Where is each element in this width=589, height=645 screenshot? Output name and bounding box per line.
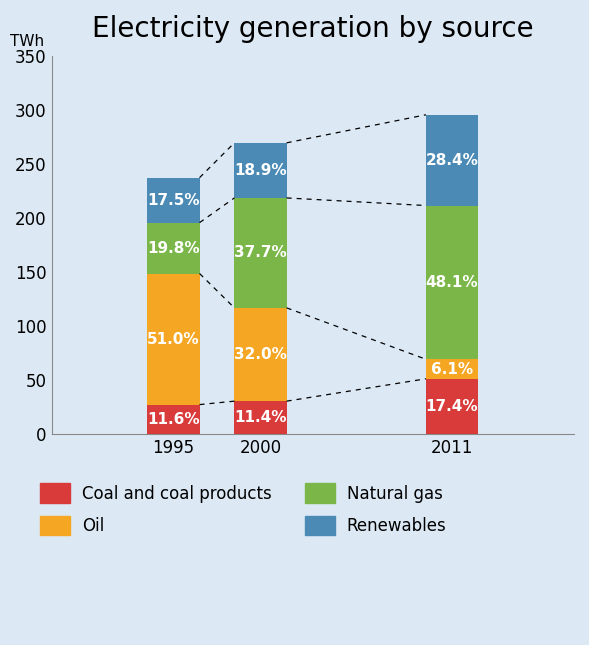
Bar	[147, 223, 200, 273]
Text: 37.7%: 37.7%	[234, 245, 287, 261]
Text: 32.0%: 32.0%	[234, 347, 287, 362]
Bar	[147, 273, 200, 404]
Bar	[426, 115, 478, 206]
Bar	[147, 404, 200, 434]
Text: 19.8%: 19.8%	[147, 241, 200, 255]
Bar	[234, 198, 287, 308]
Text: 11.6%: 11.6%	[147, 412, 200, 427]
Text: 6.1%: 6.1%	[431, 362, 473, 377]
Text: 51.0%: 51.0%	[147, 332, 200, 346]
Text: 18.9%: 18.9%	[234, 163, 287, 178]
Bar	[234, 401, 287, 434]
Text: 11.4%: 11.4%	[234, 410, 287, 425]
Text: 17.4%: 17.4%	[426, 399, 478, 414]
Text: 28.4%: 28.4%	[426, 153, 478, 168]
Text: 17.5%: 17.5%	[147, 193, 200, 208]
Text: 48.1%: 48.1%	[426, 275, 478, 290]
Bar	[426, 359, 478, 379]
Title: Electricity generation by source: Electricity generation by source	[92, 15, 534, 43]
Bar	[147, 177, 200, 223]
Text: TWh: TWh	[10, 34, 44, 49]
Bar	[426, 379, 478, 434]
Legend: Coal and coal products, Oil, Natural gas, Renewables: Coal and coal products, Oil, Natural gas…	[34, 477, 453, 542]
Bar	[234, 308, 287, 401]
Bar	[426, 206, 478, 359]
Bar	[234, 143, 287, 198]
